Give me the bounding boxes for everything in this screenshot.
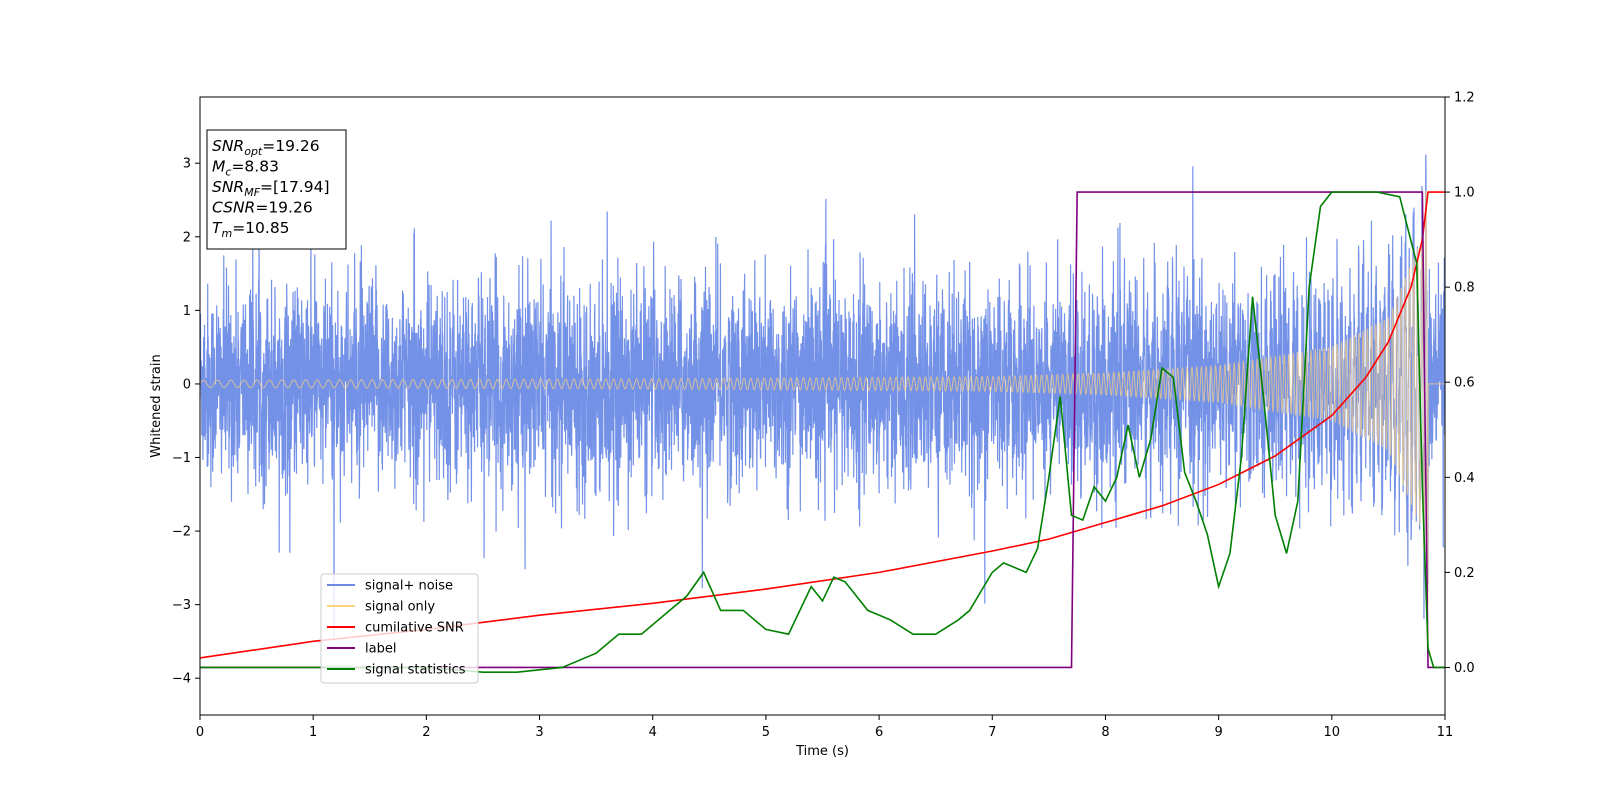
y-right-tick-label: 0.6 <box>1454 376 1475 391</box>
annotation-line: SNRMF=[17.94] <box>212 178 330 199</box>
annotation-sub: MF <box>244 186 260 199</box>
y-right-tick-label: 0.2 <box>1454 566 1475 581</box>
y-right-tick-label: 0.4 <box>1454 471 1475 486</box>
x-tick-label: 11 <box>1437 725 1454 740</box>
annotation-var: SNR <box>212 178 244 196</box>
y-right-tick-label: 0.8 <box>1454 281 1475 296</box>
y-right-tick-label: 1.0 <box>1454 186 1475 201</box>
annotation-line: SNRopt=19.26 <box>212 137 320 158</box>
series-signal-statistics-line <box>200 191 1445 674</box>
annotation-line: Mc=8.83 <box>212 158 279 179</box>
annotation-var: M <box>212 158 225 176</box>
y-left-tick-label: 0 <box>183 377 191 392</box>
legend-label-signal-statistics: signal statistics <box>365 663 466 678</box>
x-tick-label: 1 <box>309 725 317 740</box>
plot-frame <box>199 96 1446 716</box>
x-tick-label: 7 <box>988 725 996 740</box>
y-left-tick-label: −2 <box>172 525 191 540</box>
x-axis-label: Time (s) <box>795 744 849 759</box>
x-tick-label: 0 <box>196 725 204 740</box>
legend-label-signal-noise: signal+ noise <box>365 579 453 594</box>
legend-label-label: label <box>365 642 396 657</box>
legend-label-signal-only: signal only <box>365 600 435 615</box>
annotation-var: CSNR <box>212 199 255 217</box>
x-tick-label: 10 <box>1324 725 1341 740</box>
x-tick-label: 8 <box>1101 725 1109 740</box>
annotation-var: T <box>212 219 223 237</box>
y-left-tick-label: 2 <box>183 230 191 245</box>
x-tick-label: 3 <box>535 725 543 740</box>
y-axis-label: Whitened strain <box>149 354 164 457</box>
y-right-tick-label: 1.2 <box>1454 91 1475 106</box>
series-cumilative-snr-line <box>199 191 1445 659</box>
series-signal-noise-line <box>199 154 1446 638</box>
y-right-tick-label: 0.0 <box>1454 661 1475 676</box>
annotation-sub: m <box>221 227 232 240</box>
annotation-line: Tm=10.85 <box>212 219 290 240</box>
y-axis-left: 3 2 1 0 −1 −2 −3 −4 <box>172 157 200 687</box>
x-tick-label: 6 <box>875 725 883 740</box>
series-label-line <box>200 191 1445 669</box>
x-axis: 0 1 2 3 4 5 6 7 8 9 10 11 <box>196 715 1453 740</box>
legend-frame <box>320 573 479 684</box>
x-tick-label: 5 <box>762 725 770 740</box>
series-lines-group <box>199 191 1445 674</box>
y-axis-right: 1.2 1.0 0.8 0.6 0.4 0.2 0.0 <box>1445 91 1475 676</box>
annotation-value: =[17.94] <box>260 178 329 196</box>
y-left-tick-label: −3 <box>172 598 191 613</box>
annotation-box: SNRopt=19.26Mc=8.83SNRMF=[17.94]CSNR=19.… <box>206 129 347 250</box>
series-signal-noise-group <box>199 154 1446 638</box>
y-left-tick-label: −1 <box>172 451 191 466</box>
y-left-tick-label: 1 <box>183 304 191 319</box>
annotation-line: CSNR=19.26 <box>212 199 313 217</box>
series-signal-only-group <box>199 190 1445 604</box>
annotation-value: =19.26 <box>262 137 319 155</box>
annotation-value: =8.83 <box>231 158 279 176</box>
annotation-sub: c <box>225 166 231 179</box>
y-left-tick-label: 3 <box>183 157 191 172</box>
annotation-value: =10.85 <box>232 219 289 237</box>
annotation-var: SNR <box>212 137 244 155</box>
x-tick-label: 2 <box>422 725 430 740</box>
annotation-frame <box>206 129 347 250</box>
legend-label-cumilative-snr: cumilative SNR <box>365 621 464 636</box>
y-left-tick-label: −4 <box>172 672 191 687</box>
x-tick-label: 4 <box>649 725 657 740</box>
x-tick-label: 9 <box>1214 725 1222 740</box>
legend: signal+ noise signal only cumilative SNR la… <box>320 573 479 684</box>
annotation-value: =19.26 <box>255 199 312 217</box>
series-signal-only-line <box>199 190 1445 604</box>
annotation-sub: opt <box>244 145 263 158</box>
